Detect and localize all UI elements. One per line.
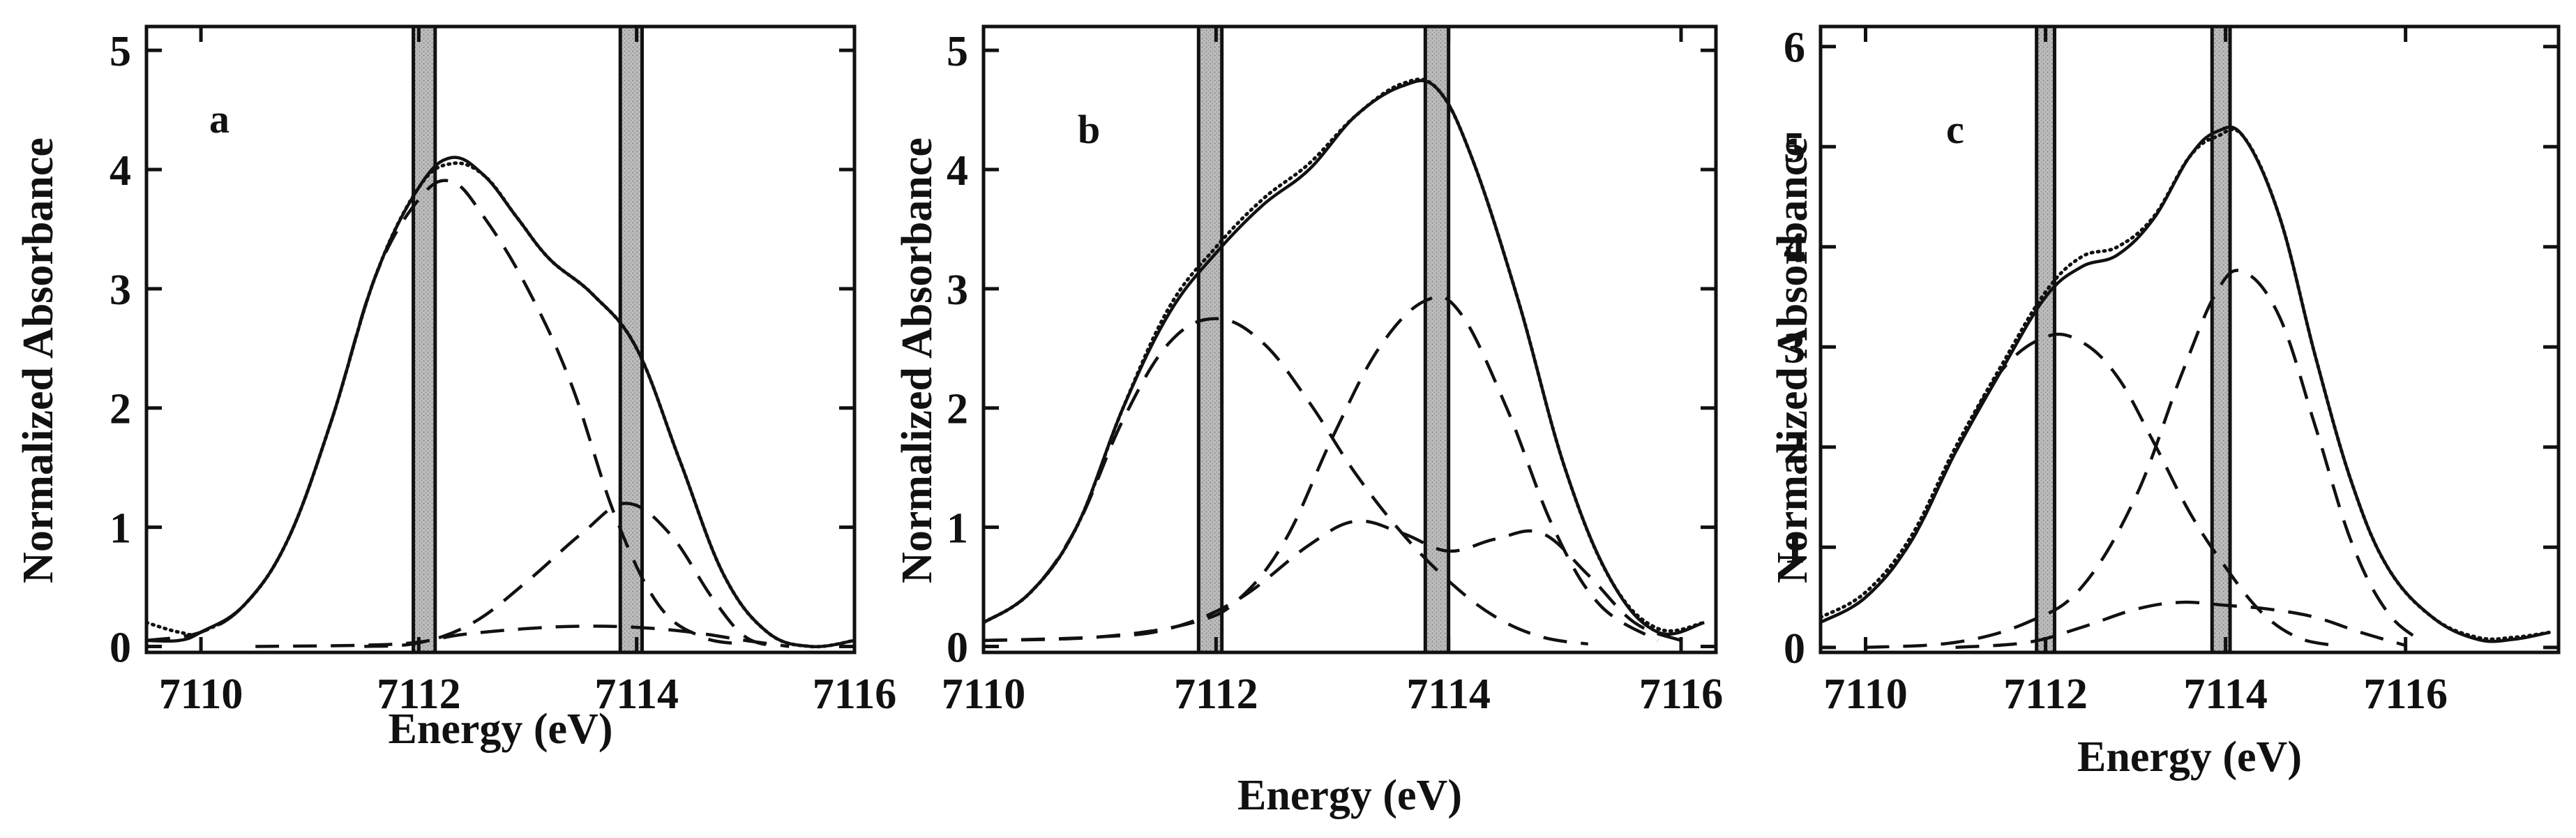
y-tick-label: 0	[110, 624, 131, 671]
y-axis-label: Normalized Absorbance	[894, 137, 941, 583]
x-tick-label: 7112	[2003, 671, 2088, 718]
y-tick-label: 2	[947, 386, 968, 433]
x-tick-label: 7110	[942, 671, 1026, 718]
x-tick-label: 7116	[813, 671, 897, 718]
chart-panel-a: 7110 7112 7114 7116 0 1 2 3 4 5 a Energy (eV) Nor…	[15, 24, 897, 753]
y-tick-label: 1	[947, 505, 968, 553]
x-tick-label: 7112	[1174, 671, 1258, 718]
series-component-2	[984, 294, 1659, 643]
x-tick-label: 7114	[2183, 671, 2268, 718]
y-tick-label: 1	[1784, 525, 1805, 572]
y-tick-label: 3	[947, 267, 968, 314]
shaded-energy-band	[1196, 24, 1224, 654]
panel-label: c	[1946, 107, 1964, 152]
chart-panel-b: 7110 7112 7114 7116 0 1 2 3 4 5 b Energy (eV) Nor…	[894, 24, 1724, 819]
y-tick-label: 5	[1784, 124, 1805, 172]
y-tick-label: 4	[947, 147, 968, 195]
x-axis-label: Energy (eV)	[389, 705, 613, 753]
y-tick-label: 3	[1784, 324, 1805, 372]
x-tick-label: 7114	[594, 671, 679, 718]
shaded-energy-band	[2035, 24, 2056, 654]
y-tick-label: 2	[110, 386, 131, 433]
series-component-1	[984, 317, 1589, 646]
series-data	[146, 161, 854, 649]
y-tick-label: 6	[1784, 24, 1805, 72]
x-tick-label: 7110	[1823, 671, 1908, 718]
shaded-energy-band	[412, 24, 437, 654]
series-component-3	[984, 519, 1682, 643]
y-tick-label: 5	[110, 28, 131, 75]
y-tick-label: 0	[1784, 625, 1805, 673]
series-data	[1821, 127, 2552, 641]
series-fit	[146, 156, 854, 649]
shaded-energy-band	[1423, 24, 1451, 654]
x-tick-label: 7110	[159, 671, 243, 718]
plot-frame	[144, 24, 857, 654]
plot-frame	[981, 24, 1718, 654]
panel-label: b	[1078, 107, 1100, 152]
shaded-energy-band	[2210, 24, 2232, 654]
series-component-1	[146, 179, 746, 646]
series-fit	[1821, 125, 2550, 643]
y-tick-label: 0	[947, 624, 968, 671]
series-component-3	[1955, 600, 2406, 650]
plot-frame	[1818, 24, 2561, 654]
y-tick-label: 5	[947, 28, 968, 75]
y-tick-label: 4	[110, 147, 131, 195]
series-component-2	[1865, 269, 2425, 650]
y-tick-label: 1	[110, 505, 131, 553]
series-component-3	[255, 624, 790, 648]
series-component-2	[364, 502, 779, 648]
y-tick-label: 2	[1784, 425, 1805, 472]
y-tick-label: 3	[110, 267, 131, 314]
y-axis-label: Normalized Absorbance	[15, 137, 62, 583]
series-fit	[984, 79, 1705, 636]
panel-label: a	[209, 96, 229, 142]
x-tick-label: 7116	[2363, 671, 2448, 718]
y-tick-label: 4	[1784, 225, 1805, 272]
x-tick-label: 7112	[377, 671, 461, 718]
series-component-1	[1821, 332, 2334, 648]
x-axis-label: Energy (eV)	[1237, 772, 1462, 819]
chart-panel-c: 7110 7112 7114 7116 0 1 2 3 4 5 6 c Energy (eV) No…	[1769, 24, 2561, 781]
y-axis-label: Normalized Absorbance	[1769, 137, 1816, 583]
x-tick-label: 7116	[1639, 671, 1724, 718]
x-axis-label: Energy (eV)	[2077, 733, 2302, 781]
x-tick-label: 7114	[1406, 671, 1491, 718]
